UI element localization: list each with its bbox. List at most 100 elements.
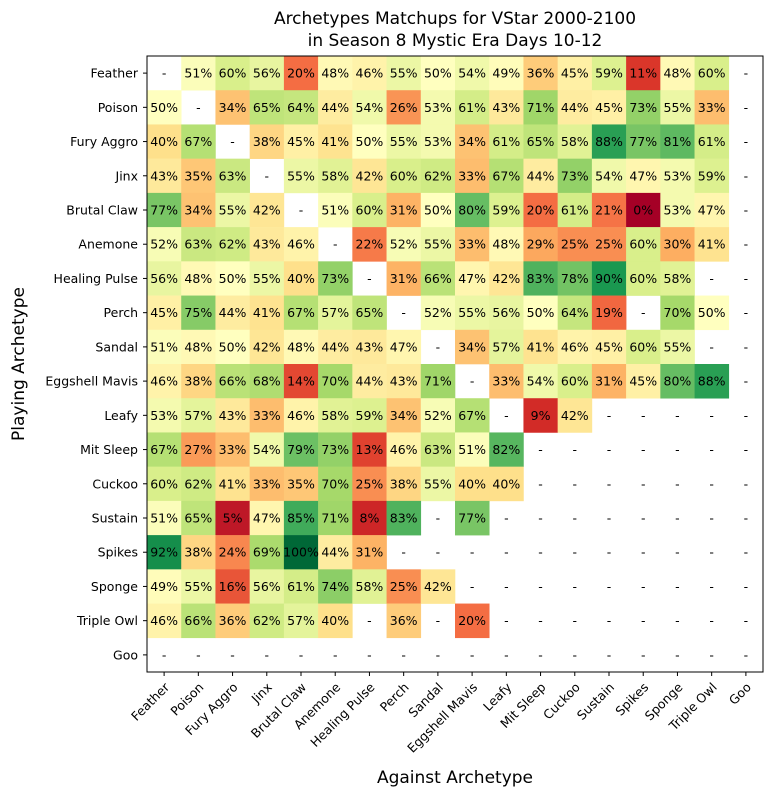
cell-sponge-vs-poison-label: 55% <box>184 579 212 594</box>
cell-sustain-vs-anemone <box>318 500 353 536</box>
cell-sandal-vs-perch <box>386 329 422 365</box>
cell-anemone-vs-perch <box>386 227 422 262</box>
cell-triple-owl-vs-cuckoo-missing: - <box>573 613 578 628</box>
cell-healing-pulse-vs-jinx-label: 55% <box>253 271 281 286</box>
cell-poison-vs-anemone <box>318 90 353 125</box>
cell-jinx-vs-anemone-label: 58% <box>321 168 349 183</box>
cell-triple-owl-vs-jinx-label: 62% <box>253 613 281 628</box>
y-tick-label-sustain: Sustain <box>92 511 138 526</box>
cell-goo-vs-sandal-missing: - <box>436 647 441 662</box>
y-tick-label-jinx: Jinx <box>115 168 138 183</box>
y-tick-label-anemone: Anemone <box>78 237 138 252</box>
cell-jinx-vs-cuckoo-label: 73% <box>561 168 589 183</box>
cell-triple-owl-vs-spikes-missing: - <box>641 613 646 628</box>
cell-brutal-claw-vs-sandal-label: 50% <box>424 203 452 218</box>
cell-leafy-vs-fury-aggro <box>215 398 250 433</box>
cell-eggshell-mavis-vs-cuckoo-label: 60% <box>561 374 589 389</box>
cell-sandal-vs-perch-label: 47% <box>390 339 418 354</box>
cell-jinx-vs-sandal <box>420 158 456 194</box>
cell-leafy-vs-anemone-label: 58% <box>321 408 349 423</box>
cell-sandal-vs-fury-aggro <box>215 329 250 365</box>
cell-sponge-vs-feather-label: 49% <box>150 579 178 594</box>
cell-perch-vs-goo-missing: - <box>744 305 749 320</box>
cell-eggshell-mavis-vs-fury-aggro <box>215 364 250 399</box>
cell-fury-aggro-vs-jinx-label: 38% <box>253 134 281 149</box>
cell-anemone-vs-healing-pulse <box>352 227 387 262</box>
cell-spikes-vs-poison-label: 38% <box>184 545 212 560</box>
cell-cuckoo-vs-perch <box>386 466 422 502</box>
cell-poison-vs-sponge <box>660 90 695 125</box>
cell-cuckoo-vs-brutal-claw <box>283 466 319 502</box>
cell-spikes-vs-eggshell-mavis-missing: - <box>470 545 475 560</box>
cell-cuckoo-vs-fury-aggro-label: 41% <box>219 476 247 491</box>
cell-eggshell-mavis-vs-eggshell-mavis-missing: - <box>470 374 475 389</box>
y-tick-label-brutal-claw: Brutal Claw <box>66 203 138 218</box>
x-tick-label-jinx: Jinx <box>248 680 275 707</box>
cell-sandal-vs-jinx-label: 42% <box>253 339 281 354</box>
cell-sandal-vs-sandal-missing: - <box>436 339 441 354</box>
cell-jinx-vs-spikes <box>626 158 661 194</box>
cell-spikes-vs-leafy-missing: - <box>504 545 509 560</box>
cell-brutal-claw-vs-anemone <box>318 192 353 228</box>
chart-title-line-2: in Season 8 Mystic Era Days 10-12 <box>308 31 603 51</box>
cell-fury-aggro-vs-anemone <box>318 124 353 159</box>
cell-sustain-vs-spikes-missing: - <box>641 511 646 526</box>
cell-sponge-vs-eggshell-mavis-missing: - <box>470 579 475 594</box>
cell-feather-vs-eggshell-mavis-label: 54% <box>458 66 486 81</box>
cell-cuckoo-vs-cuckoo-missing: - <box>573 476 578 491</box>
cell-brutal-claw-vs-jinx <box>249 192 285 228</box>
cell-jinx-vs-healing-pulse <box>352 158 387 194</box>
x-tick-label-feather: Feather <box>128 679 173 724</box>
cell-cuckoo-vs-sponge-missing: - <box>675 476 680 491</box>
cell-mit-sleep-vs-jinx-label: 54% <box>253 442 281 457</box>
cell-eggshell-mavis-vs-leafy <box>489 364 524 399</box>
cell-eggshell-mavis-vs-triple-owl-label: 88% <box>698 374 726 389</box>
cell-goo-vs-sustain-missing: - <box>607 647 612 662</box>
cell-poison-vs-cuckoo-label: 44% <box>561 100 589 115</box>
cell-goo-vs-brutal-claw-missing: - <box>299 647 304 662</box>
cell-sustain-vs-fury-aggro-label: 5% <box>223 511 243 526</box>
cell-sandal-vs-spikes <box>626 329 661 365</box>
cell-feather-vs-cuckoo-label: 45% <box>561 66 589 81</box>
cell-goo-vs-perch-missing: - <box>401 647 406 662</box>
cell-eggshell-mavis-vs-spikes-label: 45% <box>629 374 657 389</box>
cell-sandal-vs-poison-label: 48% <box>184 339 212 354</box>
cell-cuckoo-vs-sustain-missing: - <box>607 476 612 491</box>
cell-eggshell-mavis-vs-feather-label: 46% <box>150 374 178 389</box>
cell-perch-vs-feather <box>147 295 182 331</box>
cell-jinx-vs-sponge <box>660 158 695 194</box>
cell-jinx-vs-feather <box>147 158 182 194</box>
cell-brutal-claw-vs-perch-label: 31% <box>390 203 418 218</box>
cell-perch-vs-fury-aggro <box>215 295 250 331</box>
cell-leafy-vs-mit-sleep <box>523 398 558 433</box>
cell-healing-pulse-vs-eggshell-mavis <box>455 261 490 296</box>
cell-fury-aggro-vs-brutal-claw-label: 45% <box>287 134 315 149</box>
cell-perch-vs-eggshell-mavis <box>455 295 490 331</box>
cell-eggshell-mavis-vs-poison-label: 38% <box>184 374 212 389</box>
cell-anemone-vs-jinx-label: 43% <box>253 237 281 252</box>
cell-triple-owl-vs-brutal-claw-label: 57% <box>287 613 315 628</box>
cell-leafy-vs-fury-aggro-label: 43% <box>219 408 247 423</box>
cell-feather-vs-anemone-label: 48% <box>321 66 349 81</box>
cell-sustain-vs-leafy-missing: - <box>504 511 509 526</box>
cell-feather-vs-fury-aggro-label: 60% <box>219 66 247 81</box>
cell-poison-vs-triple-owl <box>694 90 730 125</box>
cell-sandal-vs-poison <box>181 329 216 365</box>
cell-feather-vs-leafy <box>489 56 524 91</box>
cell-perch-vs-brutal-claw <box>283 295 319 331</box>
cell-jinx-vs-mit-sleep-label: 44% <box>527 168 555 183</box>
cell-sandal-vs-eggshell-mavis <box>455 329 490 365</box>
cell-cuckoo-vs-spikes-missing: - <box>641 476 646 491</box>
cell-fury-aggro-vs-mit-sleep <box>523 124 558 159</box>
cell-poison-vs-jinx <box>249 90 285 125</box>
cell-sustain-vs-healing-pulse-label: 8% <box>360 511 380 526</box>
cell-brutal-claw-vs-triple-owl <box>694 192 730 228</box>
cell-leafy-vs-spikes-missing: - <box>641 408 646 423</box>
cell-goo-vs-triple-owl-missing: - <box>709 647 714 662</box>
cell-healing-pulse-vs-sandal <box>420 261 456 296</box>
cell-anemone-vs-feather <box>147 227 182 262</box>
cell-fury-aggro-vs-poison <box>181 124 216 159</box>
cell-sustain-vs-triple-owl-missing: - <box>709 511 714 526</box>
cell-eggshell-mavis-vs-healing-pulse <box>352 364 387 399</box>
cell-goo-vs-leafy-missing: - <box>504 647 509 662</box>
